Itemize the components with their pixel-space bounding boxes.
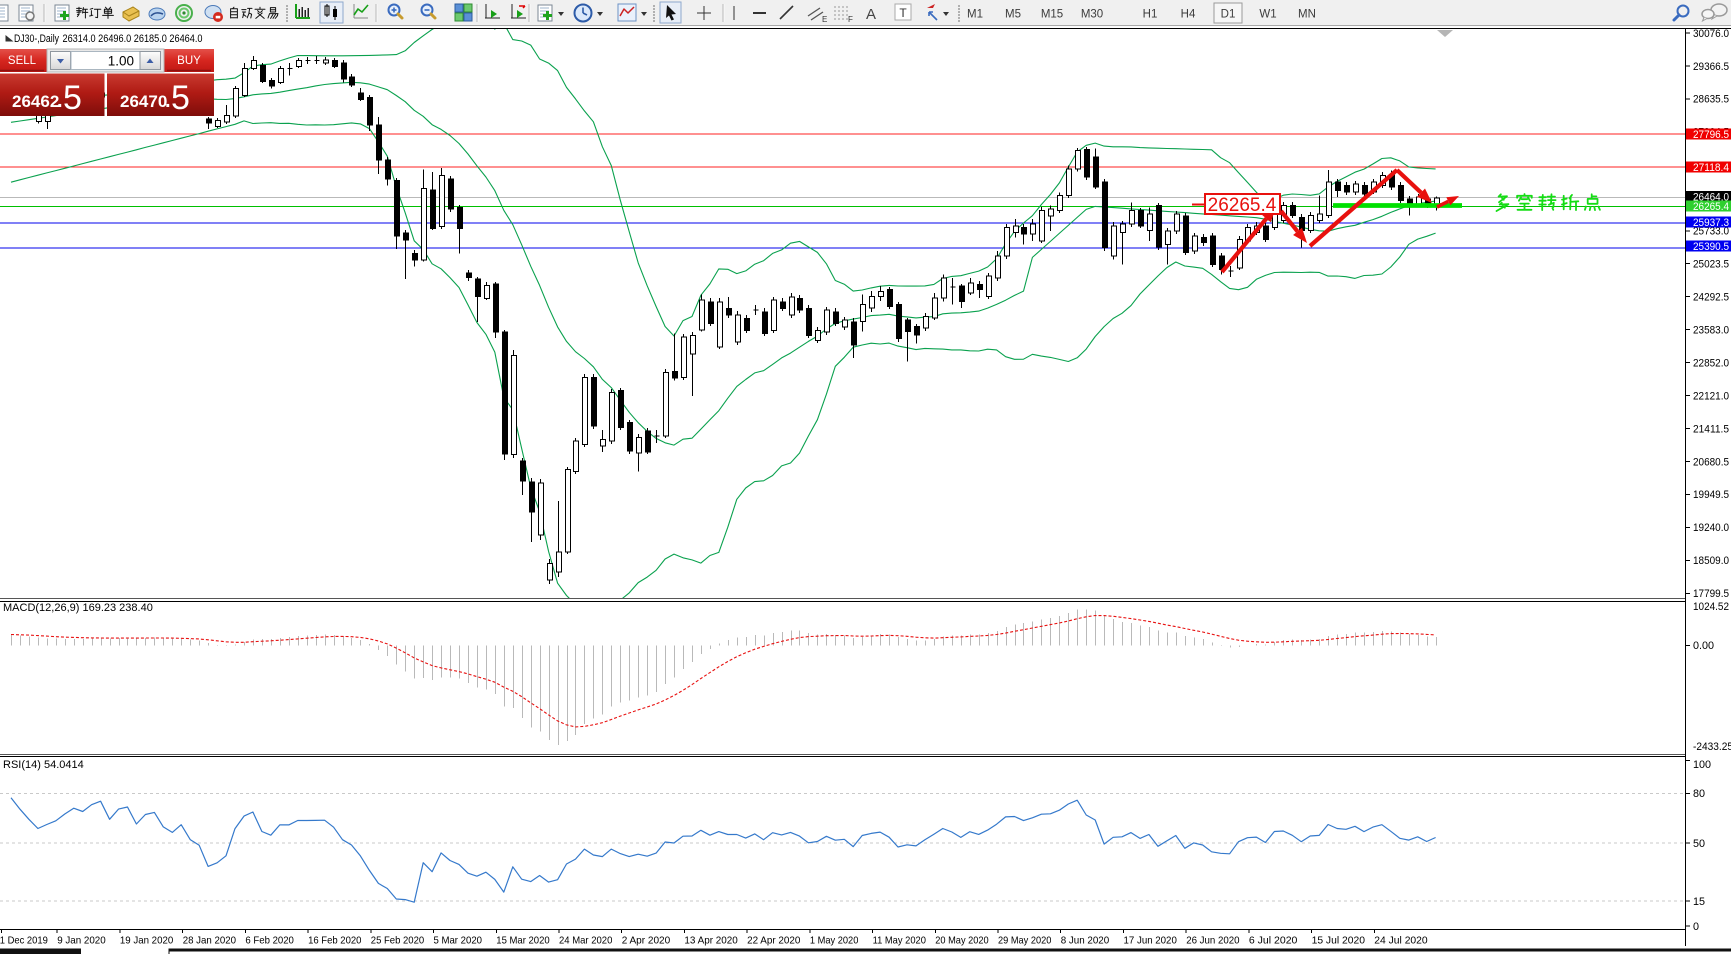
svg-text:26265.4: 26265.4 — [1208, 195, 1277, 216]
svg-text:BUY: BUY — [177, 55, 201, 67]
svg-text:5: 5 — [63, 79, 82, 117]
svg-text:22852.0: 22852.0 — [1693, 357, 1729, 369]
svg-text:M30: M30 — [1081, 9, 1103, 21]
svg-text:100: 100 — [1693, 759, 1711, 771]
svg-text:19240.0: 19240.0 — [1693, 522, 1729, 534]
svg-text:-2433.25: -2433.25 — [1693, 741, 1731, 753]
svg-text:M15: M15 — [1041, 9, 1063, 21]
svg-text:5 Mar 2020: 5 Mar 2020 — [434, 936, 483, 947]
svg-text:29366.5: 29366.5 — [1693, 61, 1729, 73]
svg-text:25 Feb 2020: 25 Feb 2020 — [371, 936, 425, 947]
svg-text:MN: MN — [1298, 9, 1316, 21]
svg-text:16 Feb 2020: 16 Feb 2020 — [308, 936, 362, 947]
svg-text:27796.5: 27796.5 — [1693, 129, 1729, 141]
svg-text:0: 0 — [1693, 921, 1699, 933]
svg-text:28 Jan 2020: 28 Jan 2020 — [183, 936, 237, 947]
svg-text:20680.5: 20680.5 — [1693, 456, 1729, 468]
svg-text:15 Mar 2020: 15 Mar 2020 — [496, 936, 550, 947]
svg-text:DJ30-,Daily: DJ30-,Daily — [14, 33, 59, 45]
svg-text:19949.5: 19949.5 — [1693, 489, 1729, 501]
svg-text:W1: W1 — [1259, 9, 1276, 21]
svg-text:19 Jan 2020: 19 Jan 2020 — [120, 936, 174, 947]
svg-text:2 Apr 2020: 2 Apr 2020 — [622, 936, 671, 947]
svg-text:9 Jan 2020: 9 Jan 2020 — [57, 936, 106, 947]
svg-text:24 Jul 2020: 24 Jul 2020 — [1374, 936, 1428, 947]
svg-text:23583.0: 23583.0 — [1693, 324, 1729, 336]
svg-text:21411.5: 21411.5 — [1693, 423, 1729, 435]
svg-text:18509.0: 18509.0 — [1693, 555, 1729, 567]
svg-text:26462: 26462 — [12, 92, 59, 111]
svg-text:22121.0: 22121.0 — [1693, 390, 1729, 402]
svg-text:SELL: SELL — [8, 55, 37, 67]
svg-text:26470: 26470 — [120, 92, 167, 111]
svg-text:31 Dec 2019: 31 Dec 2019 — [0, 936, 48, 947]
svg-text:15: 15 — [1693, 896, 1705, 908]
svg-text:8 Jun 2020: 8 Jun 2020 — [1061, 936, 1110, 947]
svg-text:13 Apr 2020: 13 Apr 2020 — [684, 936, 738, 947]
svg-text:80: 80 — [1693, 788, 1705, 800]
svg-text:26464.0: 26464.0 — [1693, 191, 1729, 203]
svg-text:MACD(12,26,9) 169.23 238.40: MACD(12,26,9) 169.23 238.40 — [3, 602, 153, 614]
svg-text:.: . — [165, 90, 171, 112]
svg-text:M1: M1 — [967, 9, 983, 21]
svg-text:D1: D1 — [1221, 9, 1236, 21]
svg-text:1 May 2020: 1 May 2020 — [810, 936, 859, 947]
svg-text:RSI(14) 54.0414: RSI(14) 54.0414 — [3, 759, 84, 771]
svg-text:15 Jul 2020: 15 Jul 2020 — [1312, 936, 1366, 947]
svg-text:25390.5: 25390.5 — [1693, 241, 1729, 253]
svg-text:26 Jun 2020: 26 Jun 2020 — [1186, 936, 1240, 947]
svg-text:26314.0 26496.0 26185.0 26464.: 26314.0 26496.0 26185.0 26464.0 — [63, 33, 203, 45]
svg-text:29 May 2020: 29 May 2020 — [998, 936, 1052, 947]
svg-text:25733.0: 25733.0 — [1693, 226, 1729, 238]
svg-text:28635.5: 28635.5 — [1693, 94, 1729, 106]
svg-text:0.00: 0.00 — [1693, 640, 1714, 652]
svg-text:F: F — [848, 15, 853, 24]
svg-text:E: E — [822, 15, 827, 24]
svg-text:50: 50 — [1693, 838, 1705, 850]
svg-text:25023.5: 25023.5 — [1693, 259, 1729, 271]
svg-text:1024.52: 1024.52 — [1693, 601, 1729, 613]
svg-text:1.00: 1.00 — [108, 54, 134, 69]
svg-text:6 Jul 2020: 6 Jul 2020 — [1249, 936, 1298, 947]
svg-text:24 Mar 2020: 24 Mar 2020 — [559, 936, 613, 947]
svg-text:30076.0: 30076.0 — [1693, 28, 1729, 40]
svg-text:24292.5: 24292.5 — [1693, 292, 1729, 304]
svg-text:H1: H1 — [1143, 9, 1158, 21]
svg-text:5: 5 — [171, 79, 190, 117]
svg-text:20 May 2020: 20 May 2020 — [935, 936, 989, 947]
svg-text:17 Jun 2020: 17 Jun 2020 — [1124, 936, 1178, 947]
svg-text:11 May 2020: 11 May 2020 — [873, 936, 927, 947]
svg-text:T: T — [899, 6, 907, 20]
svg-text:6 Feb 2020: 6 Feb 2020 — [245, 936, 294, 947]
svg-text:.: . — [57, 90, 63, 112]
svg-text:26265.4: 26265.4 — [1693, 201, 1729, 213]
svg-text:H4: H4 — [1181, 9, 1196, 21]
svg-text:A: A — [866, 6, 876, 23]
svg-text:17799.5: 17799.5 — [1693, 588, 1729, 600]
svg-text:27118.4: 27118.4 — [1693, 162, 1729, 174]
svg-text:22 Apr 2020: 22 Apr 2020 — [747, 936, 801, 947]
svg-text:M5: M5 — [1005, 9, 1021, 21]
svg-text:25937.3: 25937.3 — [1693, 217, 1729, 229]
